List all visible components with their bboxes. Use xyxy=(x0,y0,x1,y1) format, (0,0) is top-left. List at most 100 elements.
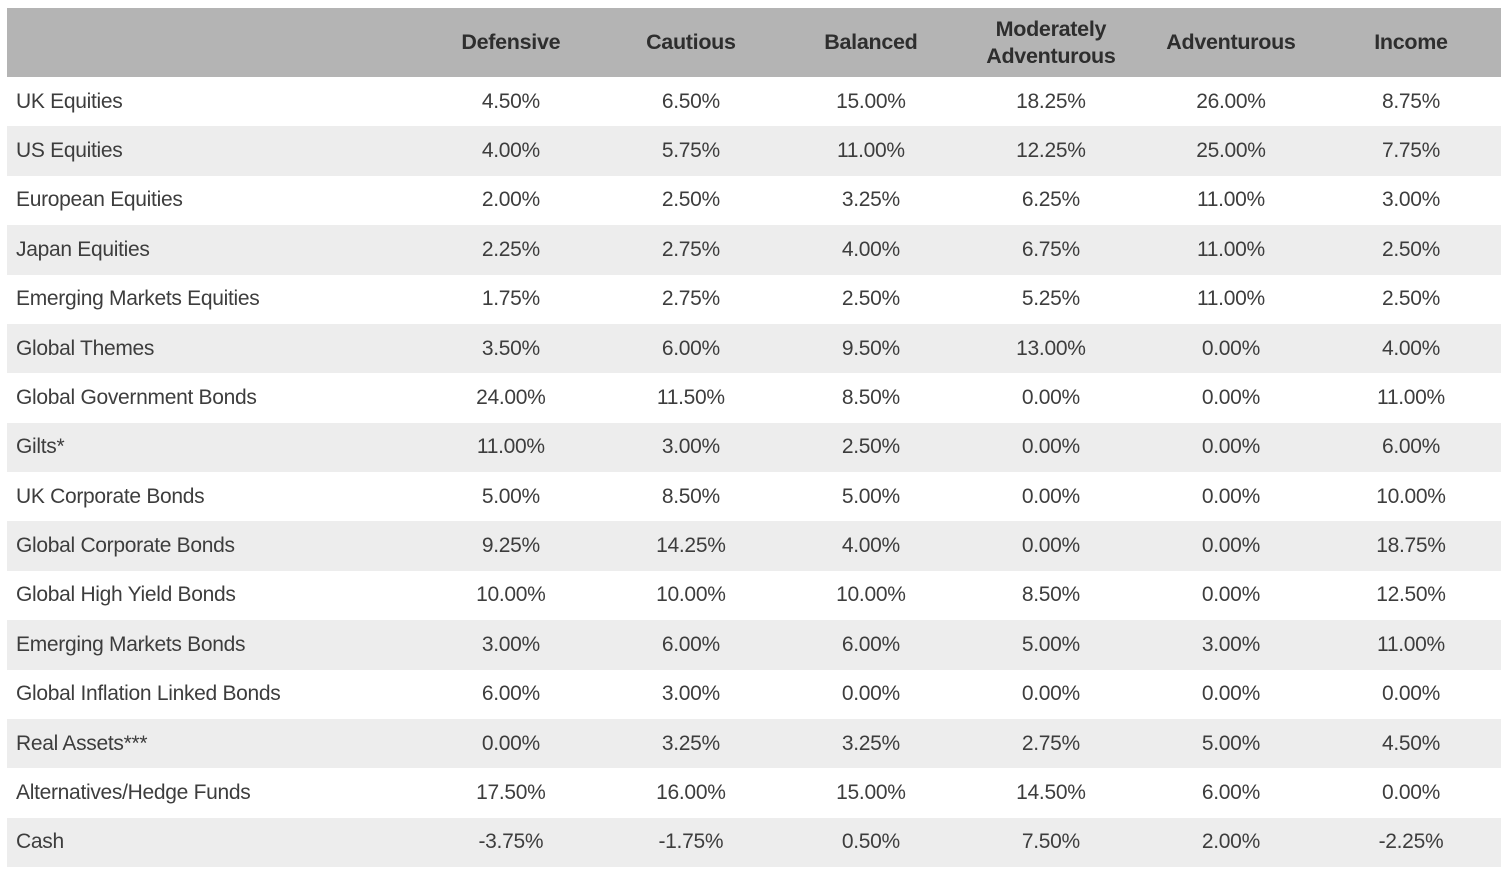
row-label: Emerging Markets Equities xyxy=(16,287,260,311)
table-row: Global Inflation Linked Bonds 6.00% 3.00% 0… xyxy=(7,669,1501,719)
cell-value: 11.00% xyxy=(1377,385,1445,409)
cell-value: 3.25% xyxy=(661,731,720,755)
row-label: US Equities xyxy=(16,139,123,163)
table-row: Cash -3.75% -1.75% 0.50% 7.50% 2.00% -2.25% xyxy=(7,817,1501,867)
cell-value: 10.00% xyxy=(836,583,906,607)
cell-value: 2.00% xyxy=(1201,830,1260,854)
cell-value: 6.25% xyxy=(1021,188,1080,212)
row-label: UK Equities xyxy=(16,89,123,113)
cell-value: 0.00% xyxy=(1201,583,1260,607)
cell-value: 17.50% xyxy=(476,780,546,804)
cell-value: 6.50% xyxy=(661,89,720,113)
table-row: Global High Yield Bonds 10.00% 10.00% 10.00… xyxy=(7,570,1501,621)
cell-value: 11.00% xyxy=(1196,188,1265,212)
cell-value: 15.00% xyxy=(836,780,906,804)
table-body: UK Equities 4.50% 6.50% 15.00% 18.25% 26.00% 8… xyxy=(7,77,1501,867)
cell-value: 11.00% xyxy=(836,139,905,163)
corner-cell xyxy=(7,8,421,77)
column-header-balanced: Balanced xyxy=(780,8,961,77)
cell-value: 4.00% xyxy=(1381,336,1440,360)
cell-value: 4.50% xyxy=(1381,731,1440,755)
cell-value: 5.75% xyxy=(661,139,720,163)
cell-value: 13.00% xyxy=(1016,336,1086,360)
row-label: Gilts* xyxy=(16,435,65,459)
cell-value: 0.50% xyxy=(841,830,900,854)
row-label: Global Inflation Linked Bonds xyxy=(16,682,281,706)
cell-value: 0.00% xyxy=(1201,435,1260,459)
cell-value: 11.00% xyxy=(1377,632,1445,656)
cell-value: 2.25% xyxy=(481,237,540,261)
cell-value: 0.00% xyxy=(1201,385,1260,409)
cell-value: 26.00% xyxy=(1196,89,1266,113)
cell-value: 2.75% xyxy=(661,237,720,261)
cell-value: 3.00% xyxy=(1201,632,1260,656)
cell-value: 11.00% xyxy=(1196,237,1265,261)
cell-value: 5.00% xyxy=(481,484,540,508)
table-row: Global Themes 3.50% 6.00% 9.50% 13.00% 0.00% 4… xyxy=(7,323,1501,374)
column-header-income: Income xyxy=(1320,8,1501,77)
table-row: European Equities 2.00% 2.50% 3.25% 6.25% 11.… xyxy=(7,175,1501,226)
cell-value: 3.00% xyxy=(661,682,720,706)
cell-value: 3.25% xyxy=(841,731,900,755)
cell-value: 2.50% xyxy=(661,188,720,212)
column-header-defensive: Defensive xyxy=(420,8,601,77)
cell-value: 2.50% xyxy=(841,435,900,459)
cell-value: 6.00% xyxy=(1381,435,1440,459)
cell-value: 5.00% xyxy=(1201,731,1260,755)
cell-value: 12.50% xyxy=(1376,583,1446,607)
cell-value: 3.00% xyxy=(1381,188,1440,212)
cell-value: 25.00% xyxy=(1196,139,1266,163)
cell-value: 6.00% xyxy=(841,632,900,656)
cell-value: 10.00% xyxy=(1376,484,1446,508)
cell-value: 2.75% xyxy=(661,287,720,311)
cell-value: 0.00% xyxy=(1381,780,1440,804)
cell-value: 8.75% xyxy=(1381,89,1440,113)
cell-value: 12.25% xyxy=(1016,139,1086,163)
table-header: Defensive Cautious Balanced Moderately A… xyxy=(7,8,1501,77)
cell-value: 4.50% xyxy=(481,89,540,113)
row-label: UK Corporate Bonds xyxy=(16,484,205,508)
table-row: Global Corporate Bonds 9.25% 14.25% 4.00% 0.… xyxy=(7,521,1501,571)
cell-value: 6.00% xyxy=(1201,780,1260,804)
cell-value: -2.25% xyxy=(1378,830,1444,854)
column-header-moderately-adventurous: Moderately Adventurous xyxy=(960,8,1141,77)
cell-value: -1.75% xyxy=(658,830,724,854)
cell-value: 0.00% xyxy=(1381,682,1440,706)
cell-value: 0.00% xyxy=(1021,484,1080,508)
cell-value: 2.50% xyxy=(1381,237,1440,261)
cell-value: 2.75% xyxy=(1021,731,1080,755)
cell-value: 3.00% xyxy=(481,632,540,656)
cell-value: 14.25% xyxy=(656,534,726,558)
cell-value: 8.50% xyxy=(1021,583,1080,607)
cell-value: 3.50% xyxy=(481,336,540,360)
cell-value: 10.00% xyxy=(476,583,546,607)
cell-value: 6.00% xyxy=(661,336,720,360)
cell-value: 10.00% xyxy=(656,583,726,607)
asset-allocation-table: Defensive Cautious Balanced Moderately A… xyxy=(7,8,1501,867)
table-row: Gilts* 11.00% 3.00% 2.50% 0.00% 0.00% 6.00% xyxy=(7,422,1501,472)
cell-value: 2.50% xyxy=(1381,287,1440,311)
cell-value: 18.25% xyxy=(1016,89,1086,113)
cell-value: 14.50% xyxy=(1016,780,1086,804)
cell-value: 6.00% xyxy=(661,632,720,656)
cell-value: 15.00% xyxy=(836,89,906,113)
row-label: European Equities xyxy=(16,188,183,212)
table-row: Alternatives/Hedge Funds 17.50% 16.00% 15.0… xyxy=(7,768,1501,818)
cell-value: 2.50% xyxy=(841,287,900,311)
cell-value: 0.00% xyxy=(841,682,900,706)
cell-value: 11.00% xyxy=(1196,287,1265,311)
table-row: Global Government Bonds 24.00% 11.50% 8.50%… xyxy=(7,373,1501,423)
cell-value: 3.00% xyxy=(661,435,720,459)
cell-value: 7.50% xyxy=(1021,830,1080,854)
cell-value: 11.00% xyxy=(476,435,545,459)
cell-value: 4.00% xyxy=(481,139,540,163)
cell-value: 0.00% xyxy=(1201,336,1260,360)
cell-value: 4.00% xyxy=(841,237,900,261)
row-label: Emerging Markets Bonds xyxy=(16,632,246,656)
column-header-cautious: Cautious xyxy=(600,8,781,77)
cell-value: 16.00% xyxy=(656,780,726,804)
table-row: UK Corporate Bonds 5.00% 8.50% 5.00% 0.00% 0.… xyxy=(7,472,1501,522)
cell-value: 3.25% xyxy=(841,188,900,212)
cell-value: 0.00% xyxy=(1201,484,1260,508)
